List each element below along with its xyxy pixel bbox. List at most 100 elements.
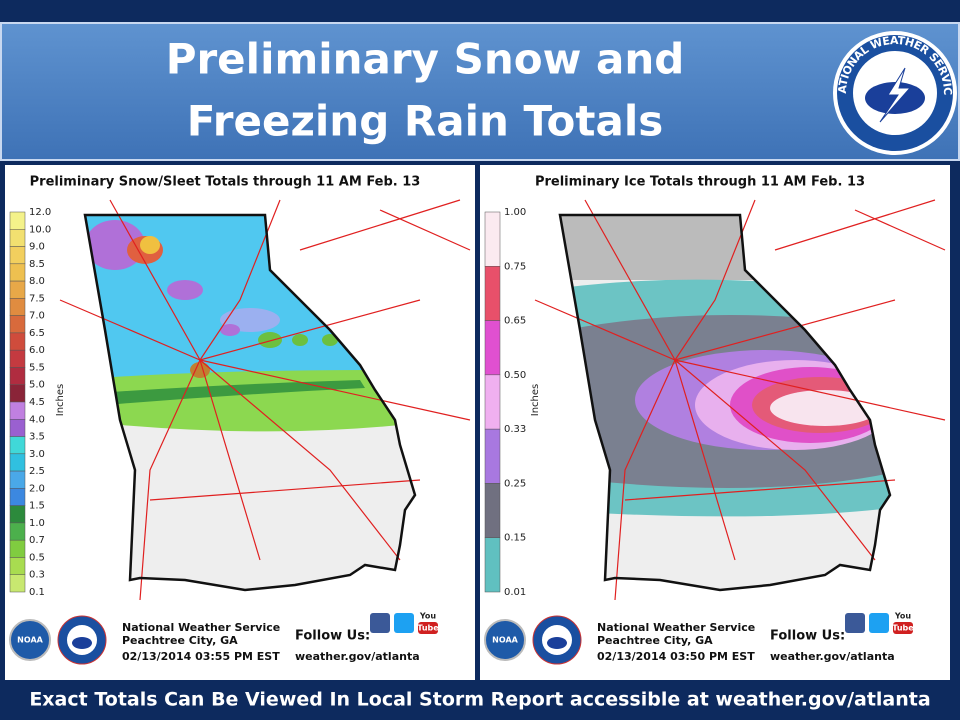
- highway: [674, 359, 946, 421]
- state-border: [558, 213, 892, 592]
- legend-label: 0.5: [29, 552, 45, 563]
- legend-label: 1.5: [29, 501, 45, 512]
- logo-bolt: [879, 67, 912, 123]
- legend-swatch: [9, 453, 26, 472]
- legend-swatch: [9, 505, 26, 524]
- legend-swatch: [484, 320, 501, 376]
- legend-label: 0.3: [29, 570, 45, 581]
- legend-label: 5.5: [29, 362, 45, 373]
- legend-label: 4.5: [29, 397, 45, 408]
- legend-label: 3.0: [29, 449, 45, 460]
- youtube-icon: [893, 622, 913, 634]
- legend-label: 7.5: [29, 293, 45, 304]
- legend-label: 0.33: [504, 424, 526, 435]
- footer-note: Exact Totals Can Be Viewed In Local Stor…: [29, 689, 930, 711]
- noaa-text: NOAA: [492, 636, 518, 645]
- title-line: Freezing Rain Totals: [187, 97, 663, 146]
- panel-title: Preliminary Ice Totals through 11 AM Feb…: [535, 175, 865, 190]
- legend-label: 6.5: [29, 328, 45, 339]
- highway: [674, 359, 876, 561]
- highway: [139, 359, 201, 601]
- snow-blob: [322, 334, 338, 346]
- legend-label: 6.0: [29, 345, 45, 356]
- legend-swatch: [9, 315, 26, 334]
- legend-label: 10.0: [29, 224, 51, 235]
- timestamp: 02/13/2014 03:50 PM EST: [597, 650, 755, 663]
- follow-label: Follow Us:: [770, 629, 845, 644]
- office-name: National Weather Service: [122, 621, 280, 634]
- website: weather.gov/atlanta: [770, 650, 895, 663]
- legend-swatch: [9, 280, 26, 299]
- legend-axis-label: Inches: [55, 384, 66, 417]
- legend-swatch: [484, 211, 501, 267]
- youtube-tube: Tube: [892, 624, 914, 633]
- legend-label: 0.01: [504, 587, 526, 598]
- youtube-you: You: [419, 612, 437, 621]
- legend-swatch: [484, 537, 501, 593]
- legend-swatch: [9, 401, 26, 420]
- legend-label: 2.5: [29, 466, 45, 477]
- highway: [614, 359, 676, 601]
- snow-blob: [190, 362, 210, 378]
- snow-blob: [167, 280, 203, 300]
- legend-label: 4.0: [29, 414, 45, 425]
- legend-label: 0.7: [29, 535, 45, 546]
- legend-label: 2.0: [29, 483, 45, 494]
- highway: [624, 479, 896, 501]
- highway: [774, 199, 936, 251]
- legend-swatch: [484, 266, 501, 321]
- legend-swatch: [9, 470, 26, 489]
- legend-swatch: [9, 367, 26, 385]
- twitter-icon: [394, 613, 414, 633]
- legend-swatch: [9, 488, 26, 506]
- snow-blob: [258, 332, 282, 348]
- region: [85, 380, 365, 408]
- twitter-icon: [869, 613, 889, 633]
- legend-swatch: [9, 419, 26, 437]
- legend-label: 12.0: [29, 207, 51, 218]
- title-line: Preliminary Snow and: [166, 35, 685, 84]
- panel-title: Preliminary Snow/Sleet Totals through 11…: [30, 175, 421, 190]
- legend-label: 0.1: [29, 587, 45, 598]
- legend-label: 3.5: [29, 432, 45, 443]
- map-panel: Preliminary Snow/Sleet Totals through 11…: [5, 165, 475, 680]
- legend-swatch: [9, 436, 26, 455]
- legend-label: 0.65: [504, 316, 526, 327]
- legend-swatch: [9, 349, 26, 368]
- noaa-text: NOAA: [17, 636, 43, 645]
- snow-blob: [292, 334, 308, 346]
- legend-swatch: [9, 384, 26, 403]
- legend-label: 0.75: [504, 261, 526, 272]
- nws-small-cloud: [547, 637, 567, 649]
- noaa-logo: [9, 619, 51, 661]
- facebook-icon: [370, 613, 390, 633]
- highway: [379, 209, 471, 251]
- legend-label: 1.0: [29, 518, 45, 529]
- youtube-tube: Tube: [417, 624, 439, 633]
- highway: [199, 359, 401, 561]
- legend-swatch: [9, 229, 26, 247]
- facebook-icon: [845, 613, 865, 633]
- noaa-logo: [484, 619, 526, 661]
- legend-label: 0.50: [504, 370, 526, 381]
- website: weather.gov/atlanta: [295, 650, 420, 663]
- legend-label: 0.25: [504, 478, 526, 489]
- legend-swatch: [9, 298, 26, 316]
- logo-cloud: [865, 82, 925, 114]
- legend-swatch: [9, 574, 26, 593]
- office-location: Peachtree City, GA: [122, 634, 238, 647]
- legend-axis-label: Inches: [530, 384, 541, 417]
- highway: [299, 199, 461, 251]
- timestamp: 02/13/2014 03:55 PM EST: [122, 650, 280, 663]
- legend-swatch: [9, 246, 26, 265]
- legend-swatch: [484, 428, 501, 484]
- legend-swatch: [484, 483, 501, 538]
- legend-label: 9.0: [29, 242, 45, 253]
- youtube-you: You: [894, 612, 912, 621]
- legend-swatch: [9, 539, 26, 558]
- legend-label: 0.15: [504, 533, 526, 544]
- legend-swatch: [484, 374, 501, 430]
- legend-swatch: [9, 263, 26, 282]
- legend-label: 8.0: [29, 276, 45, 287]
